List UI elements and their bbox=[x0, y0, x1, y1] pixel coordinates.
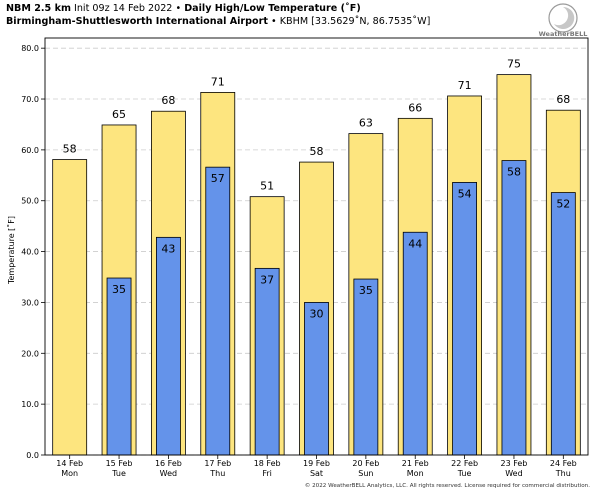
y-tick-label: 0.0 bbox=[26, 451, 39, 460]
y-tick-label: 70.0 bbox=[21, 95, 39, 104]
axes-layer: 0.0 10.0 20.0 30.0 40.0 50.0 60.0 70.0 80.0 14 Fe… bbox=[21, 37, 589, 478]
y-tick-label: 30.0 bbox=[21, 298, 39, 307]
separator: • bbox=[271, 16, 277, 27]
low-temp-bar bbox=[501, 160, 527, 456]
x-tick-weekday-label: Mon bbox=[407, 469, 424, 478]
station-name: Birmingham-Shuttlesworth International A… bbox=[6, 16, 268, 27]
x-tick-weekday-label: Fri bbox=[262, 469, 272, 478]
low-temp-label: 54 bbox=[458, 187, 472, 200]
high-temp-label: 68 bbox=[161, 94, 175, 107]
low-temp-bar bbox=[402, 231, 428, 456]
low-temp-bar bbox=[550, 192, 576, 456]
labels-layer: 58 65 35 68 43 71 57 51 37 58 30 63 35 66 44 71 54 75 58 68… bbox=[63, 58, 571, 321]
high-temp-label: 63 bbox=[359, 117, 373, 130]
low-temp-label: 43 bbox=[161, 242, 175, 255]
x-tick-date-label: 22 Feb bbox=[451, 459, 478, 468]
separator: • bbox=[175, 3, 182, 14]
low-temp-label: 58 bbox=[507, 166, 521, 179]
low-temp-bar bbox=[452, 182, 477, 456]
x-tick-date-label: 14 Feb bbox=[56, 459, 83, 468]
low-temp-bar bbox=[106, 277, 132, 456]
x-tick-weekday-label: Sat bbox=[310, 469, 323, 478]
station-id: KBHM [33.5629˚N, 86.7535˚W] bbox=[279, 16, 431, 27]
x-tick-date-label: 21 Feb bbox=[402, 459, 429, 468]
high-temp-label: 75 bbox=[507, 58, 521, 71]
high-temp-label: 65 bbox=[112, 108, 126, 121]
high-temp-label: 58 bbox=[310, 145, 324, 158]
high-temp-label: 71 bbox=[458, 79, 472, 92]
product-name: Daily High/Low Temperature (˚F) bbox=[184, 3, 361, 14]
x-tick-weekday-label: Mon bbox=[61, 469, 78, 478]
low-temp-bar bbox=[254, 267, 280, 456]
x-tick-date-label: 15 Feb bbox=[106, 459, 133, 468]
copyright-footer: © 2022 WeatherBELL Analytics, LLC. All r… bbox=[304, 483, 590, 489]
x-tick-date-label: 20 Feb bbox=[352, 459, 379, 468]
low-temp-label: 35 bbox=[112, 283, 126, 296]
low-temp-bar bbox=[353, 278, 379, 456]
y-tick-label: 50.0 bbox=[21, 197, 39, 206]
low-temp-bar bbox=[205, 166, 231, 456]
y-tick-label: 20.0 bbox=[21, 349, 39, 358]
high-temp-label: 51 bbox=[260, 180, 274, 193]
logo-text: WeatherBELL bbox=[539, 30, 588, 38]
x-tick-weekday-label: Tue bbox=[457, 469, 472, 478]
y-tick-label: 60.0 bbox=[21, 146, 39, 155]
x-tick-date-label: 23 Feb bbox=[501, 459, 528, 468]
y-tick-label: 40.0 bbox=[21, 248, 39, 257]
high-temp-label: 58 bbox=[63, 143, 77, 156]
x-tick-date-label: 17 Feb bbox=[204, 459, 231, 468]
low-temp-bar bbox=[304, 302, 329, 456]
high-temp-label: 66 bbox=[408, 101, 422, 114]
x-tick-date-label: 16 Feb bbox=[155, 459, 182, 468]
x-tick-weekday-label: Thu bbox=[209, 469, 225, 478]
high-temp-label: 71 bbox=[211, 75, 225, 88]
plot-frame bbox=[44, 37, 589, 456]
x-tick-weekday-label: Wed bbox=[505, 469, 522, 478]
low-temp-label: 37 bbox=[260, 273, 274, 286]
header-line-2: Birmingham-Shuttlesworth International A… bbox=[6, 15, 526, 28]
low-temp-bar bbox=[156, 236, 181, 456]
header-line-1: NBM 2.5 km Init 09z 14 Feb 2022 • Daily … bbox=[6, 2, 526, 15]
high-temp-bar bbox=[52, 159, 88, 456]
low-temp-label: 44 bbox=[408, 237, 422, 250]
init-time: Init 09z 14 Feb 2022 bbox=[74, 3, 173, 14]
chart-header: NBM 2.5 km Init 09z 14 Feb 2022 • Daily … bbox=[6, 2, 526, 28]
high-temp-label: 68 bbox=[556, 93, 570, 106]
model-name: NBM 2.5 km bbox=[6, 3, 71, 14]
low-temp-label: 57 bbox=[211, 172, 225, 185]
low-temp-label: 52 bbox=[556, 198, 570, 211]
y-tick-label: 80.0 bbox=[21, 44, 39, 53]
x-tick-date-label: 18 Feb bbox=[254, 459, 281, 468]
x-tick-date-label: 24 Feb bbox=[550, 459, 577, 468]
low-temp-label: 35 bbox=[359, 284, 373, 297]
x-tick-weekday-label: Tue bbox=[111, 469, 126, 478]
x-tick-weekday-label: Thu bbox=[555, 469, 571, 478]
x-tick-weekday-label: Wed bbox=[160, 469, 177, 478]
y-axis-label: Temperature [˚F] bbox=[6, 216, 16, 285]
weatherbell-logo: WeatherBELL bbox=[532, 2, 594, 38]
y-tick-label: 10.0 bbox=[21, 400, 39, 409]
bars-layer bbox=[52, 74, 581, 456]
x-tick-date-label: 19 Feb bbox=[303, 459, 330, 468]
low-temp-label: 30 bbox=[310, 307, 324, 320]
x-tick-weekday-label: Sun bbox=[358, 469, 373, 478]
